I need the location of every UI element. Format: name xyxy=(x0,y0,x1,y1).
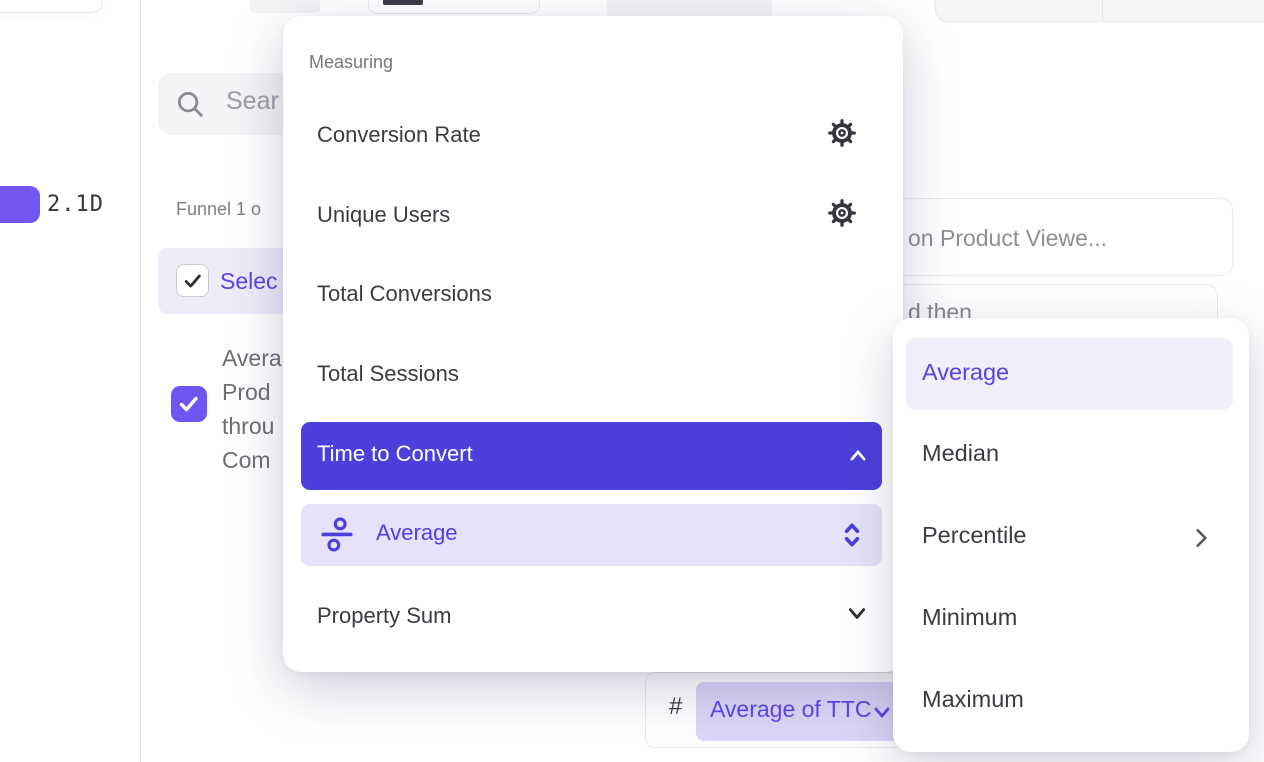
time-to-convert-value: 2.1D xyxy=(47,192,104,217)
menu-item-time-to-convert-selected[interactable]: Time to Convert xyxy=(301,422,882,490)
metric-checkbox-checked[interactable] xyxy=(171,386,207,422)
aggregation-selected-label: Average xyxy=(376,520,458,545)
agg-item-percentile[interactable]: Percentile xyxy=(893,522,1249,570)
chevron-down-icon xyxy=(874,707,890,718)
check-icon xyxy=(184,274,201,287)
measuring-menu-header: Measuring xyxy=(309,52,394,72)
select-row-label[interactable]: Selec xyxy=(220,268,278,294)
menu-item-total-sessions[interactable]: Total Sessions xyxy=(317,361,459,386)
top-left-card xyxy=(0,0,103,13)
chevron-up-icon xyxy=(850,450,866,461)
menu-item-property-sum[interactable]: Property Sum xyxy=(283,603,903,647)
agg-item-average[interactable]: Average xyxy=(922,359,1010,385)
gear-icon[interactable] xyxy=(827,118,857,148)
average-of-ttc-dropdown[interactable]: Average of TTC xyxy=(696,682,906,741)
agg-item-maximum[interactable]: Maximum xyxy=(922,686,1024,712)
step-checkbox[interactable] xyxy=(176,264,209,297)
measuring-menu: Measuring Conversion Rate Unique Users xyxy=(283,16,903,672)
top-right-card xyxy=(935,0,1264,22)
search-placeholder: Sear xyxy=(226,87,279,115)
toolbar-segment xyxy=(250,0,320,13)
toolbar-segment xyxy=(607,0,772,17)
search-icon xyxy=(178,92,203,117)
average-of-ttc-label: Average of TTC xyxy=(710,696,872,722)
chevron-up-down-icon xyxy=(844,523,860,547)
numeric-property-icon: # xyxy=(669,693,683,720)
property-row-card: # Average of TTC xyxy=(645,672,906,748)
menu-item-conversion-rate[interactable]: Conversion Rate xyxy=(283,119,903,166)
menu-item-total-conversions[interactable]: Total Conversions xyxy=(317,281,492,306)
funnel-counter-label: Funnel 1 o xyxy=(176,199,262,219)
check-icon xyxy=(179,396,198,412)
funnel-step-card[interactable]: on Product Viewe... xyxy=(878,198,1233,276)
funnel-bar xyxy=(0,186,40,223)
agg-item-median[interactable]: Median xyxy=(922,440,1000,466)
average-icon xyxy=(321,517,353,552)
agg-item-minimum[interactable]: Minimum xyxy=(922,604,1018,630)
menu-item-unique-users[interactable]: Unique Users xyxy=(283,199,903,246)
chevron-right-icon xyxy=(1196,529,1207,547)
top-right-card-divider xyxy=(1102,0,1103,21)
gear-icon[interactable] xyxy=(827,198,857,228)
metric-description-text: Avera Prod throu Com xyxy=(222,345,282,473)
aggregation-item-highlight xyxy=(906,338,1233,410)
funnel-chart-icon xyxy=(383,0,423,5)
funnel-step-text: on Product Viewe... xyxy=(908,225,1108,251)
chevron-down-icon xyxy=(848,608,866,619)
aggregation-selector-row[interactable]: Average xyxy=(301,504,882,566)
aggregation-menu: Average Median Percentile Minimum Maximu… xyxy=(893,318,1249,752)
panel-divider xyxy=(140,0,141,762)
